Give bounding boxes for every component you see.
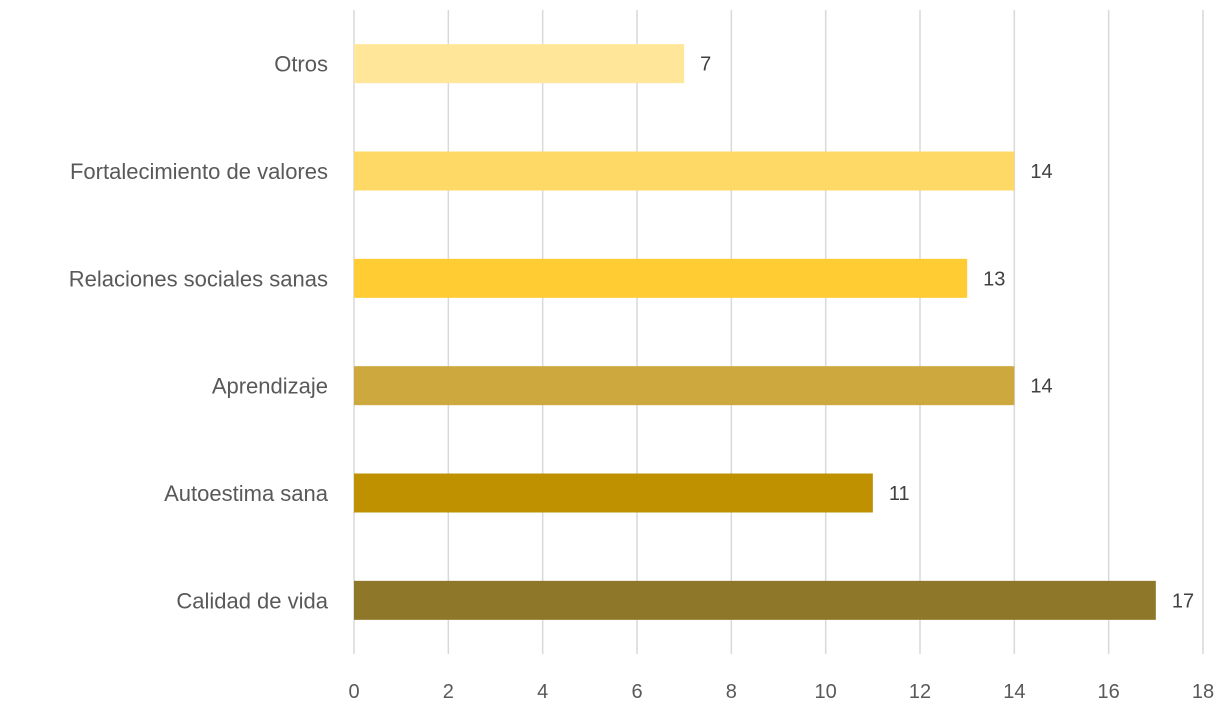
gridlines bbox=[353, 10, 1204, 654]
bar-6 bbox=[354, 580, 1156, 620]
x-tick-label-4: 4 bbox=[537, 681, 548, 703]
bar-1 bbox=[354, 44, 685, 84]
x-tick-label-0: 0 bbox=[348, 681, 359, 703]
category-label-1: Otros bbox=[274, 52, 328, 77]
category-label-6: Calidad de vida bbox=[176, 588, 328, 613]
x-tick-label-8: 8 bbox=[726, 681, 737, 703]
x-tick-label-18: 18 bbox=[1192, 681, 1214, 703]
bar-3 bbox=[354, 258, 968, 298]
bar-4 bbox=[354, 366, 1015, 406]
data-label-2: 14 bbox=[1030, 161, 1052, 183]
x-tick-label-16: 16 bbox=[1098, 681, 1120, 703]
x-axis-tick-labels: 0 2 4 6 8 10 12 14 16 18 bbox=[348, 681, 1214, 703]
bar-2 bbox=[354, 151, 1015, 191]
category-label-2: Fortalecimiento de valores bbox=[70, 159, 328, 184]
category-label-3: Relaciones sociales sanas bbox=[69, 266, 328, 291]
data-label-1: 7 bbox=[700, 54, 711, 76]
data-labels: 7 14 13 14 11 17 bbox=[700, 54, 1194, 613]
data-label-3: 13 bbox=[983, 268, 1005, 290]
category-label-4: Aprendizaje bbox=[212, 374, 328, 399]
category-label-5: Autoestima sana bbox=[164, 481, 329, 506]
x-tick-label-2: 2 bbox=[443, 681, 454, 703]
x-tick-label-10: 10 bbox=[815, 681, 837, 703]
data-label-4: 14 bbox=[1030, 376, 1052, 398]
x-tick-label-14: 14 bbox=[1003, 681, 1025, 703]
x-tick-label-12: 12 bbox=[909, 681, 931, 703]
x-tick-label-6: 6 bbox=[631, 681, 642, 703]
bar-5 bbox=[354, 473, 873, 513]
data-label-5: 11 bbox=[889, 483, 910, 505]
category-labels: Otros Fortalecimiento de valores Relacione… bbox=[69, 52, 329, 614]
bars bbox=[354, 44, 1156, 620]
data-label-6: 17 bbox=[1172, 590, 1194, 612]
